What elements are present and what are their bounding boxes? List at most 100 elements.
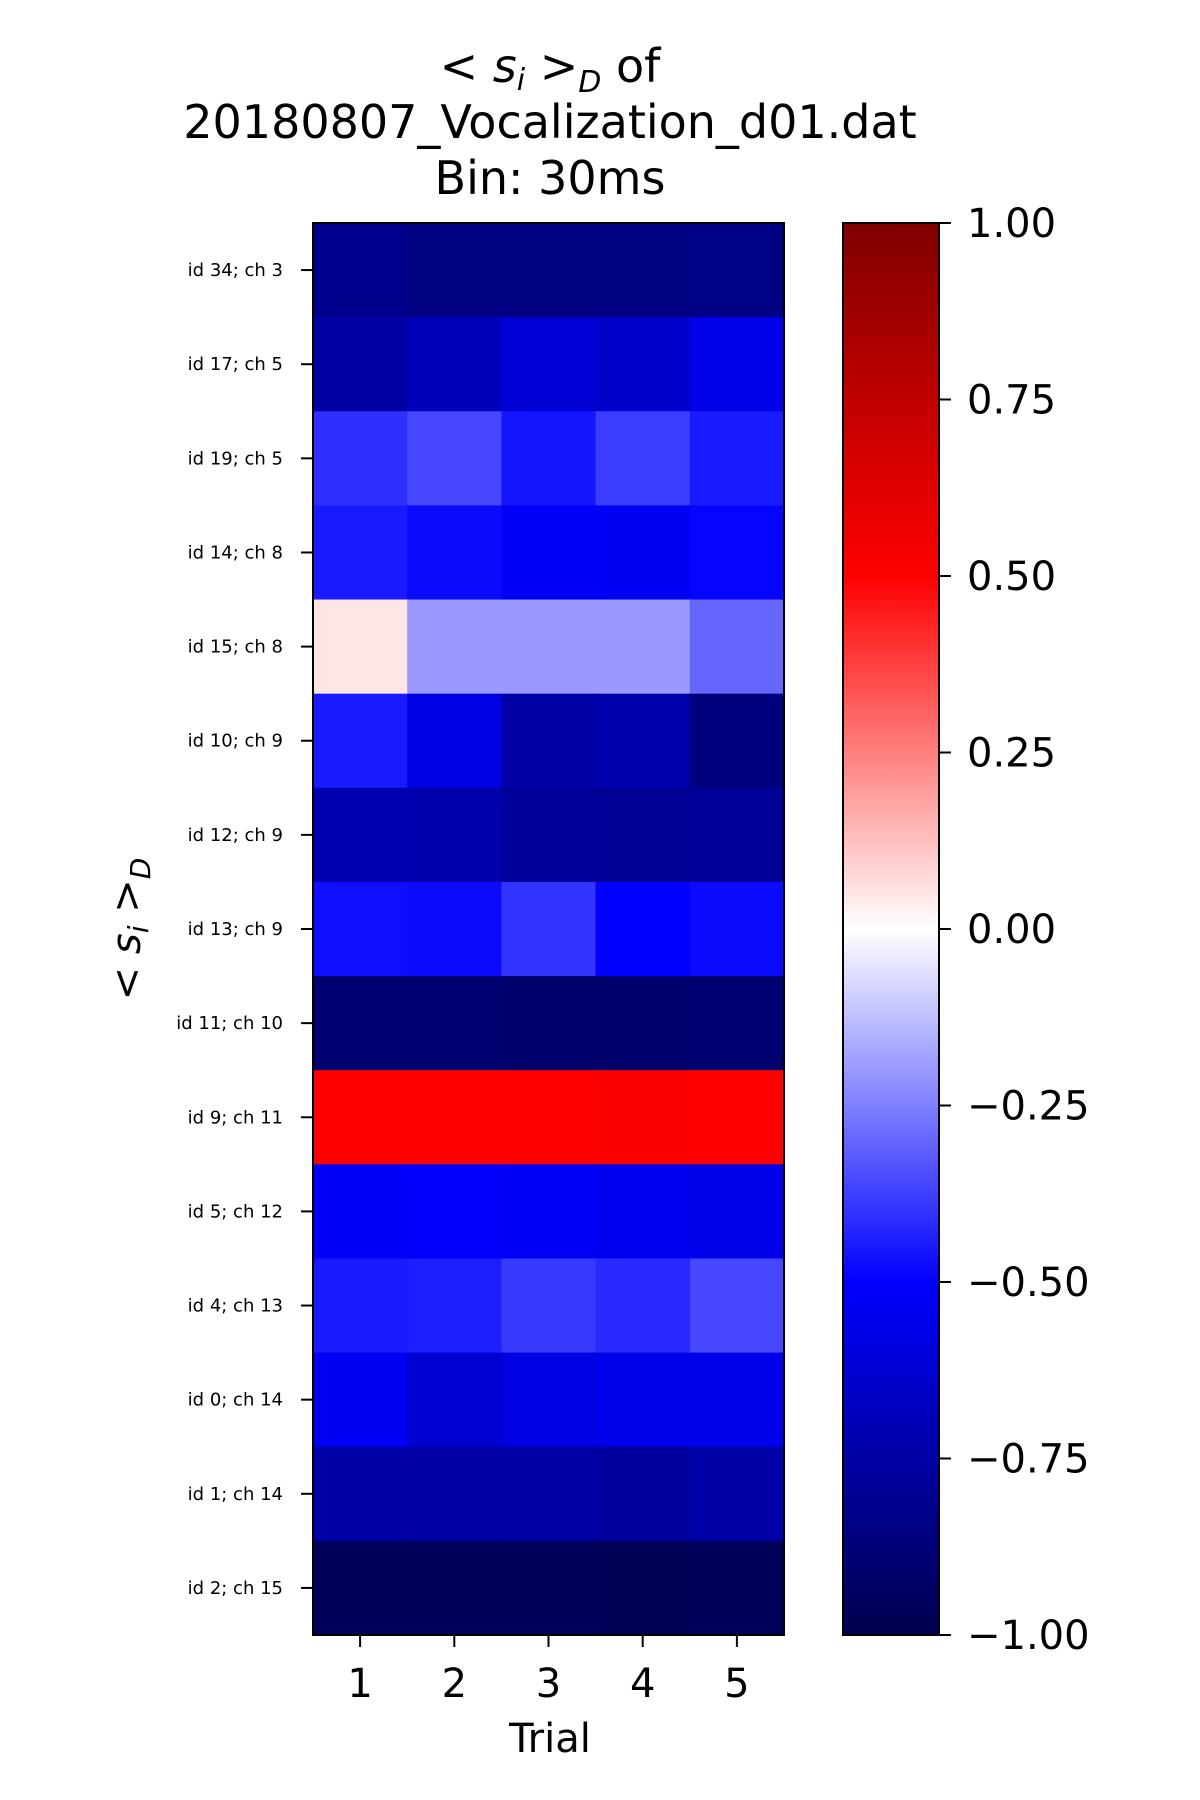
heatmap-cell: [595, 1164, 691, 1260]
colorbar-tick-label: −0.75: [967, 1437, 1090, 1483]
heatmap-cell: [689, 1540, 785, 1636]
heatmap-cell: [595, 223, 691, 318]
heatmap-cell: [407, 411, 502, 506]
x-tick-label: 1: [347, 1661, 372, 1707]
heatmap-cell: [689, 599, 785, 695]
heatmap-cell: [501, 881, 597, 977]
y-tick-label: id 34; ch 3: [188, 260, 283, 281]
heatmap-cell: [595, 505, 691, 601]
heatmap-cell: [689, 1446, 785, 1542]
heatmap-cell: [501, 599, 597, 695]
y-tick-label: id 2; ch 15: [188, 1578, 283, 1599]
heatmap-cell: [407, 1540, 502, 1636]
heatmap-cell: [313, 693, 408, 789]
heatmap-cell: [313, 223, 408, 318]
heatmap-cell: [501, 411, 597, 506]
heatmap-cell: [407, 1164, 502, 1260]
heatmap-cell: [407, 1070, 502, 1165]
y-tick-label: id 9; ch 11: [188, 1107, 283, 1128]
heatmap-cell: [595, 599, 691, 695]
heatmap-cell: [595, 1352, 691, 1448]
heatmap-cell: [501, 693, 597, 789]
heatmap-cell: [313, 505, 408, 601]
y-axis-ticks: id 34; ch 3 id 17; ch 5 id 19; ch 5 id 14; …: [176, 260, 313, 1599]
colorbar-tick-label: 1.00: [967, 201, 1056, 247]
colorbar-tick-label: −1.00: [967, 1613, 1090, 1659]
heatmap-cell: [689, 1258, 785, 1354]
heatmap-cell: [407, 505, 502, 601]
x-tick-label: 3: [536, 1661, 561, 1707]
heatmap-cell: [689, 1164, 785, 1260]
heatmap-cell: [501, 223, 597, 318]
heatmap-cell: [313, 599, 408, 695]
heatmap-cell: [313, 881, 408, 977]
heatmap-cell: [689, 693, 785, 789]
heatmap-cell: [595, 693, 691, 789]
chart-title-line-1: < si >D of: [440, 39, 663, 100]
heatmap-cell: [407, 1446, 502, 1542]
heatmap-cell: [407, 1258, 502, 1354]
chart-title: < si >D of 20180807_Vocalization_d01.dat…: [183, 39, 916, 205]
heatmap-cell: [313, 1258, 408, 1354]
heatmap-cell: [407, 693, 502, 789]
heatmap-cell: [689, 223, 785, 318]
heatmap-cell: [313, 1540, 408, 1636]
heatmap-cells: [313, 223, 785, 1636]
heatmap-cell: [313, 976, 408, 1071]
y-tick-label: id 19; ch 5: [188, 448, 283, 469]
y-tick-label: id 11; ch 10: [176, 1013, 283, 1034]
y-tick-label: id 0; ch 14: [188, 1390, 283, 1411]
y-axis-label: < si >D: [104, 858, 157, 1001]
y-tick-label: id 4; ch 13: [188, 1296, 283, 1317]
heatmap-cell: [689, 1352, 785, 1448]
colorbar-tick-label: −0.50: [967, 1260, 1090, 1306]
heatmap-cell: [595, 787, 691, 883]
colorbar-tick-label: 0.25: [967, 731, 1056, 777]
heatmap-cell: [501, 505, 597, 601]
colorbar-tick-label: 0.00: [967, 907, 1056, 953]
heatmap-cell: [407, 976, 502, 1071]
y-tick-label: id 13; ch 9: [188, 919, 283, 940]
heatmap-cell: [689, 1070, 785, 1165]
y-tick-label: id 5; ch 12: [188, 1201, 283, 1222]
heatmap-cell: [407, 317, 502, 412]
heatmap-cell: [595, 1540, 691, 1636]
x-tick-label: 5: [724, 1661, 749, 1707]
heatmap-cell: [501, 1164, 597, 1260]
heatmap-cell: [313, 1352, 408, 1448]
heatmap-cell: [689, 317, 785, 412]
heatmap-cell: [313, 1164, 408, 1260]
heatmap-cell: [501, 787, 597, 883]
colorbar-tick-label: −0.25: [967, 1084, 1090, 1130]
chart-title-line-3: Bin: 30ms: [435, 151, 666, 205]
x-tick-label: 4: [630, 1661, 655, 1707]
heatmap-cell: [689, 881, 785, 977]
y-tick-label: id 14; ch 8: [188, 542, 283, 563]
y-tick-label: id 12; ch 9: [188, 825, 283, 846]
heatmap-cell: [689, 505, 785, 601]
colorbar: [842, 222, 940, 1636]
x-tick-label: 2: [442, 1661, 467, 1707]
colorbar-tick-label: 0.75: [967, 378, 1056, 424]
heatmap-cell: [407, 223, 502, 318]
heatmap-cell: [689, 976, 785, 1071]
heatmap-cell: [313, 317, 408, 412]
y-tick-label: id 15; ch 8: [188, 637, 283, 658]
heatmap-cell: [595, 976, 691, 1071]
y-tick-label: id 17; ch 5: [188, 354, 283, 375]
heatmap-cell: [501, 1352, 597, 1448]
heatmap-cell: [313, 1070, 408, 1165]
y-tick-label: id 1; ch 14: [188, 1484, 283, 1505]
heatmap-cell: [407, 881, 502, 977]
heatmap-cell: [407, 599, 502, 695]
heatmap-cell: [689, 411, 785, 506]
heatmap-cell: [595, 317, 691, 412]
heatmap-cell: [501, 976, 597, 1071]
heatmap-cell: [501, 1446, 597, 1542]
heatmap-cell: [407, 787, 502, 883]
colorbar-tick-label: 0.50: [967, 554, 1056, 600]
x-axis-label: Trial: [508, 1716, 591, 1762]
heatmap-cell: [407, 1352, 502, 1448]
heatmap-cell: [595, 1446, 691, 1542]
heatmap-cell: [501, 317, 597, 412]
